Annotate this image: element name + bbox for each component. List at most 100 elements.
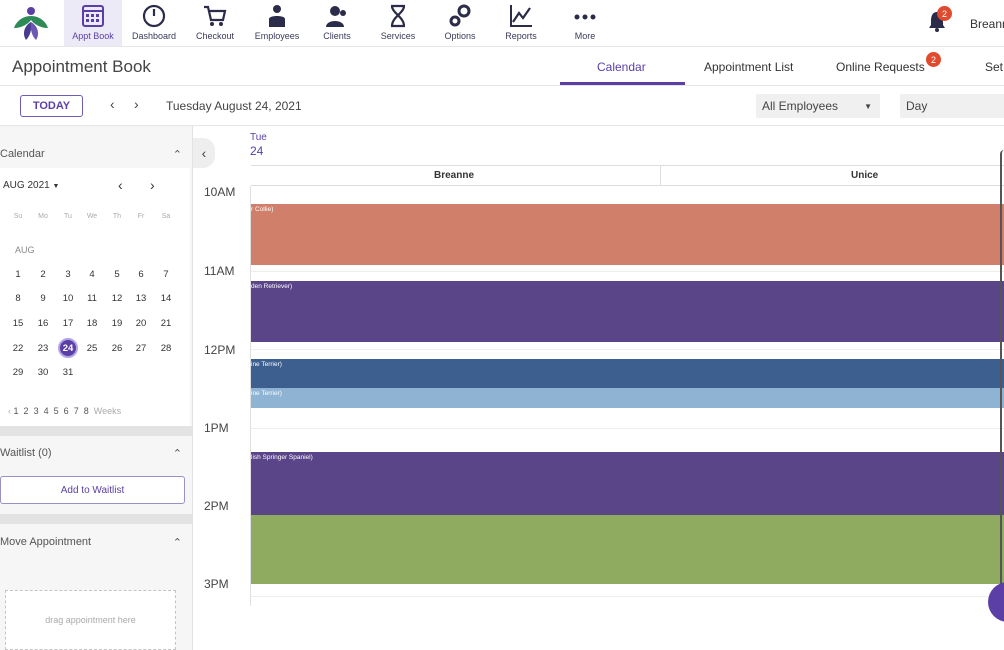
column-breanne: Breanne (434, 170, 475, 181)
calendar-day[interactable]: 3 (65, 268, 71, 280)
add-to-waitlist-button[interactable]: Add to Waitlist (0, 476, 185, 504)
calendar-day[interactable]: 31 (62, 366, 74, 378)
calendar-day[interactable]: 17 (62, 317, 74, 329)
calendar-day[interactable]: 23 (37, 342, 49, 354)
calendar-day[interactable]: 1 (15, 268, 21, 280)
nav-checkout[interactable]: Checkout (188, 0, 242, 46)
collapse-panel-button[interactable]: ‹ (193, 138, 215, 168)
waitlist-title: Waitlist (0) (0, 447, 52, 459)
today-button[interactable]: TODAY (20, 95, 83, 117)
week-jump-option[interactable]: 4 (43, 406, 49, 416)
employee-select[interactable]: All Employees ▼ (756, 94, 880, 118)
week-jump-option[interactable]: 7 (73, 406, 79, 416)
chevron-up-icon[interactable]: ⌃ (172, 537, 182, 549)
month-select-value: AUG 2021 (3, 180, 50, 191)
tab-calendar[interactable]: Calendar (597, 60, 646, 74)
calendar-day[interactable]: 19 (111, 317, 123, 329)
calendar-day[interactable]: 4 (89, 268, 95, 280)
calendar-section-header[interactable]: Calendar ⌃ (0, 148, 190, 161)
calendar-day[interactable]: 8 (15, 292, 21, 304)
user-name[interactable]: Breann (970, 17, 1004, 31)
time-label: 2PM (204, 499, 229, 513)
calendar-day[interactable]: 18 (86, 317, 98, 329)
calendar-day[interactable]: 10 (62, 292, 74, 304)
chevron-up-icon[interactable]: ⌃ (172, 448, 182, 460)
view-select[interactable]: Day (900, 94, 1004, 118)
calendar-day[interactable]: 11 (87, 292, 97, 304)
appointment-label: ine Terrier) (251, 361, 282, 368)
week-jump-option[interactable]: 2 (23, 406, 29, 416)
week-jump-prev[interactable]: ‹ (8, 406, 14, 416)
nav-dashboard[interactable]: Dashboard (126, 0, 182, 46)
mini-next-month[interactable]: › (150, 177, 155, 193)
appointment-block[interactable]: lish Springer Spaniel) (251, 452, 1004, 515)
calendar-day[interactable]: 21 (160, 317, 172, 329)
appointment-block[interactable] (251, 515, 1004, 584)
move-appointment-header[interactable]: Move Appointment ⌃ (0, 536, 190, 549)
calendar-section-title: Calendar (0, 148, 45, 160)
calendar-day[interactable]: 7 (163, 268, 169, 280)
calendar-day[interactable]: 13 (135, 292, 147, 304)
calendar-day[interactable]: 22 (12, 342, 24, 354)
calendar-day[interactable]: 16 (37, 317, 49, 329)
calendar-day[interactable]: 20 (135, 317, 147, 329)
panel-divider (192, 126, 193, 650)
nav-employees[interactable]: Employees (248, 0, 306, 46)
notification-badge: 2 (937, 6, 952, 21)
caret-down-icon: ▼ (864, 101, 872, 111)
calendar-day[interactable]: 29 (12, 366, 24, 378)
waitlist-section-header[interactable]: Waitlist (0) ⌃ (0, 447, 190, 460)
week-jump-option[interactable]: 1 (13, 406, 19, 416)
view-select-value: Day (906, 99, 928, 113)
tab-online-requests[interactable]: Online Requests (836, 60, 925, 74)
appointment-block[interactable]: ine Terrier) (251, 359, 1004, 388)
calendar-day[interactable]: 6 (138, 268, 144, 280)
mini-prev-month[interactable]: ‹ (118, 177, 123, 193)
nav-services[interactable]: Services (372, 0, 424, 46)
move-appointment-title: Move Appointment (0, 536, 92, 548)
floating-action-button[interactable] (988, 582, 1004, 622)
week-jump-option[interactable]: 3 (33, 406, 39, 416)
calendar-day[interactable]: 27 (135, 342, 147, 354)
nav-options[interactable]: Options (434, 0, 486, 46)
week-jump-option[interactable]: 5 (53, 406, 59, 416)
chevron-up-icon[interactable]: ⌃ (172, 149, 182, 161)
calendar-day[interactable]: 12 (111, 292, 123, 304)
more-dots-icon (574, 14, 596, 20)
appointment-block[interactable]: den Retriever) (251, 281, 1004, 342)
tab-settings[interactable]: Set (985, 60, 1004, 74)
line-chart-icon (510, 5, 532, 27)
calendar-day[interactable]: 26 (111, 342, 123, 354)
week-jump-option[interactable]: 6 (63, 406, 69, 416)
calendar-day[interactable]: 5 (114, 268, 120, 280)
calendar-day[interactable]: 28 (160, 342, 172, 354)
next-day-button[interactable]: › (134, 96, 139, 112)
month-select[interactable]: AUG 2021 ▼ (3, 180, 59, 191)
nav-label: Appt Book (72, 31, 114, 41)
calendar-day[interactable]: 15 (12, 317, 24, 329)
calendar-day[interactable]: 25 (86, 342, 98, 354)
nav-label: Dashboard (131, 31, 177, 41)
calendar-day[interactable]: 14 (160, 292, 172, 304)
prev-day-button[interactable]: ‹ (110, 96, 115, 112)
tab-appointment-list[interactable]: Appointment List (704, 60, 794, 74)
nav-more[interactable]: More (562, 0, 608, 46)
appointment-label: r Collie) (251, 206, 274, 213)
nav-label: Employees (254, 31, 300, 41)
nav-label: More (574, 31, 596, 41)
calendar-day[interactable]: 2 (40, 268, 46, 280)
week-jump-option[interactable]: 8 (83, 406, 89, 416)
calendar-day[interactable]: 9 (40, 292, 46, 304)
calendar-day[interactable]: 30 (37, 366, 49, 378)
appointment-block[interactable]: r Collie) (251, 204, 1004, 265)
nav-reports[interactable]: Reports (496, 0, 546, 46)
scroll-edge (1000, 150, 1004, 610)
appointment-block[interactable]: ine Terrier) (251, 388, 1004, 408)
time-label: 11AM (204, 264, 235, 278)
speedometer-icon (142, 4, 166, 28)
nav-appt-book[interactable]: Appt Book (64, 0, 122, 46)
nav-clients[interactable]: Clients (312, 0, 362, 46)
drag-drop-zone[interactable]: drag appointment here (5, 590, 176, 650)
chevron-left-icon: ‹ (201, 145, 207, 161)
selected-day[interactable]: 24 (58, 338, 78, 358)
